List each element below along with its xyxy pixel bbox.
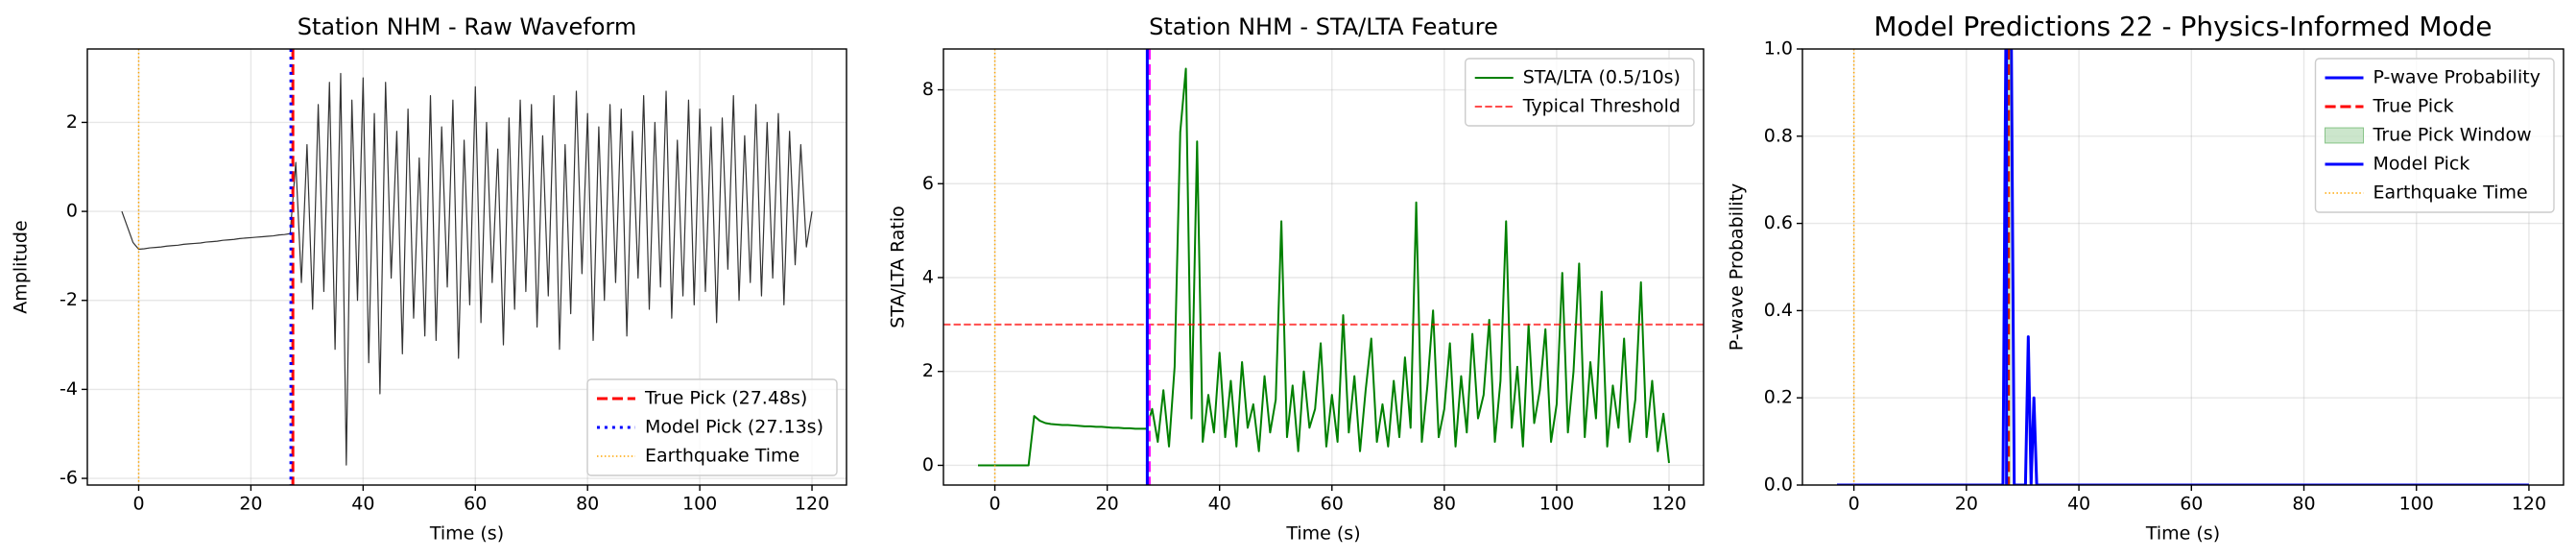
legend-label: Earthquake Time (645, 446, 799, 467)
x-tick-label: 60 (464, 494, 487, 515)
x-tick-label: 40 (1208, 494, 1231, 515)
x-tick-label: 120 (2512, 494, 2546, 515)
span (2005, 49, 2012, 485)
plot-area (1802, 49, 2564, 485)
x-tick-label: 80 (576, 494, 599, 515)
x-tick-label: 20 (1096, 494, 1119, 515)
legend-label: Typical Threshold (1522, 96, 1681, 117)
legend-label: P-wave Probability (2373, 67, 2541, 88)
y-tick-label: 6 (922, 173, 934, 194)
x-tick-label: 0 (132, 494, 144, 515)
x-tick-label: 100 (1539, 494, 1574, 515)
legend-label: Model Pick (27.13s) (645, 417, 823, 438)
x-axis-label: Time (s) (2145, 523, 2220, 545)
y-tick-label: 0 (66, 201, 78, 222)
legend-label: True Pick (27.48s) (644, 388, 807, 409)
x-axis-label: Time (s) (429, 523, 504, 545)
x-tick-label: 120 (795, 494, 829, 515)
legend-box (2314, 58, 2555, 213)
axes-frame (86, 48, 847, 486)
legend-label: True Pick Window (2373, 125, 2532, 146)
y-tick-label: 0.0 (1764, 474, 1793, 496)
y-tick-label: 0.6 (1764, 212, 1793, 233)
y-tick-label: 1.0 (1764, 38, 1793, 60)
axes-frame (1801, 48, 2564, 486)
y-tick-label: -2 (60, 289, 78, 310)
x-tick-label: 60 (1321, 494, 1344, 515)
x-tick-label: 80 (1433, 494, 1456, 515)
x-tick-label: 120 (1652, 494, 1686, 515)
chart-title: Station NHM - Raw Waveform (298, 13, 637, 40)
legend-box (1465, 58, 1695, 127)
data-line (978, 67, 1670, 467)
legend: STA/LTA (0.5/10s) Typical Threshold (1465, 58, 1695, 127)
y-tick-label: 4 (922, 266, 934, 287)
chart-title: Model Predictions 22 - Physics-Informed … (1873, 11, 2492, 42)
y-tick-label: 2 (922, 360, 934, 381)
y-tick-label: -6 (60, 468, 78, 489)
x-tick-label: 20 (239, 494, 262, 515)
x-tick-label: 40 (351, 494, 374, 515)
x-tick-label: 80 (2292, 494, 2315, 515)
legend: True Pick (27.48s) Model Pick (27.13s) Ear… (586, 378, 838, 476)
x-axis-label: Time (s) (1285, 523, 1360, 545)
y-axis-label: P-wave Probability (1727, 183, 1748, 352)
data-line (1837, 49, 2529, 485)
legend-label: STA/LTA (0.5/10s) (1523, 67, 1681, 88)
x-tick-label: 100 (2399, 494, 2434, 515)
y-axis-label: STA/LTA Ratio (888, 206, 909, 328)
plot-area (87, 49, 847, 485)
y-tick-label: 0 (922, 454, 934, 475)
legend-swatch (2325, 127, 2364, 144)
x-tick-label: 60 (2180, 494, 2203, 515)
x-tick-label: 40 (2067, 494, 2090, 515)
y-tick-label: 8 (922, 79, 934, 100)
y-axis-label: Amplitude (11, 220, 32, 313)
x-tick-label: 0 (990, 494, 1001, 515)
axes-frame (942, 48, 1705, 486)
legend-label: Model Pick (2373, 154, 2470, 175)
y-tick-label: 0.2 (1764, 387, 1793, 408)
chart-title: Station NHM - STA/LTA Feature (1149, 13, 1498, 40)
y-tick-label: -4 (60, 378, 78, 400)
y-tick-label: 0.8 (1764, 125, 1793, 146)
legend-label: Earthquake Time (2373, 182, 2528, 204)
plot-area (943, 49, 1704, 485)
y-tick-label: 0.4 (1764, 300, 1793, 321)
y-tick-label: 2 (66, 111, 78, 133)
legend: P-wave Probability True Pick True Pick Win… (2314, 58, 2555, 213)
x-tick-label: 100 (682, 494, 717, 515)
data-line (121, 72, 813, 466)
x-tick-label: 20 (1955, 494, 1978, 515)
legend-box (586, 378, 838, 476)
x-tick-label: 0 (1849, 494, 1860, 515)
legend-label: True Pick (2373, 96, 2454, 117)
